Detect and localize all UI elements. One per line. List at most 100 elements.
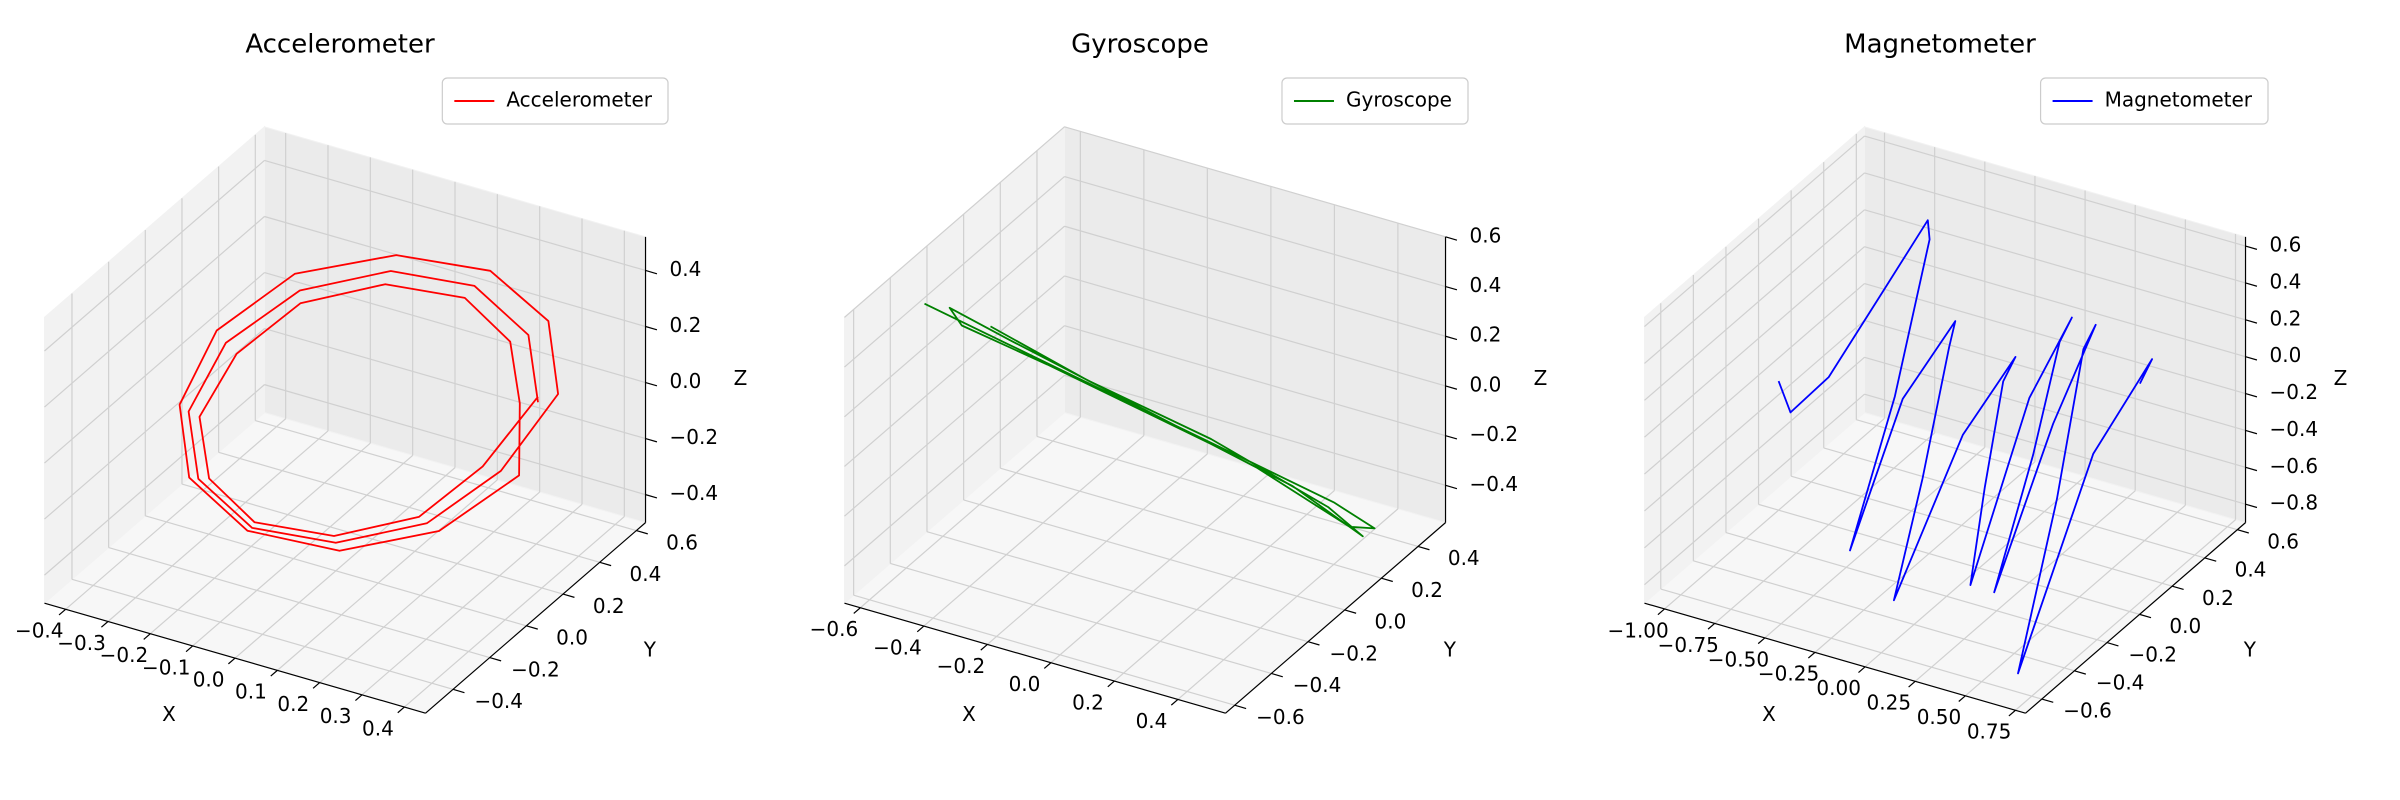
z-tick-label: 0.0 bbox=[2270, 343, 2302, 367]
tick-mark bbox=[645, 494, 658, 499]
grid-line bbox=[71, 578, 454, 690]
tick-mark bbox=[312, 682, 321, 689]
z-tick-label: −0.8 bbox=[2270, 491, 2319, 515]
grid-line bbox=[264, 215, 646, 328]
tick-mark bbox=[645, 325, 658, 331]
grid-line bbox=[1050, 471, 1272, 664]
grid-line bbox=[1036, 435, 1419, 548]
y-axis-line bbox=[425, 522, 646, 714]
tick-mark bbox=[562, 593, 575, 598]
chart-title: Accelerometer bbox=[245, 30, 435, 60]
tick-mark bbox=[100, 621, 109, 628]
tick-mark bbox=[2245, 429, 2258, 435]
tick-mark bbox=[143, 633, 151, 640]
grid-line bbox=[44, 384, 265, 576]
y-tick-label: −0.4 bbox=[474, 689, 523, 713]
z-tick-label: −0.4 bbox=[1470, 472, 1519, 496]
subplot: −0.4−0.3−0.2−0.10.00.10.20.30.4−0.4−0.20… bbox=[15, 30, 747, 741]
x-tick-label: 0.3 bbox=[320, 704, 352, 728]
tick-mark bbox=[636, 529, 648, 535]
z-tick-label: −0.6 bbox=[2270, 454, 2319, 478]
tick-mark bbox=[2245, 466, 2258, 472]
tick-mark bbox=[1344, 609, 1357, 614]
grid-line bbox=[1064, 126, 1446, 238]
grid-line bbox=[859, 416, 1081, 609]
y-axis-line bbox=[1225, 522, 1446, 714]
grid-line bbox=[844, 325, 1065, 517]
tick-mark bbox=[1445, 285, 1458, 291]
grid-line bbox=[1693, 560, 2075, 672]
tick-mark bbox=[1958, 695, 1966, 702]
grid-line bbox=[255, 419, 637, 532]
x-tick-label: 0.1 bbox=[235, 680, 267, 704]
grid-line bbox=[1864, 246, 2246, 358]
tick-mark bbox=[2245, 245, 2258, 250]
tick-mark bbox=[980, 643, 988, 651]
y-tick-label: 0.2 bbox=[2202, 586, 2234, 610]
tick-mark bbox=[1234, 704, 1247, 710]
grid-line bbox=[844, 176, 1065, 368]
z-tick-label: 0.4 bbox=[670, 257, 702, 281]
x-tick-label: 0.0 bbox=[193, 668, 225, 692]
y-axis-label: Y bbox=[2243, 637, 2257, 661]
chart-title: Magnetometer bbox=[1844, 30, 2036, 60]
y-tick-label: −0.2 bbox=[511, 657, 560, 681]
z-axis-label: Z bbox=[2334, 366, 2348, 390]
grid-line bbox=[1660, 588, 2042, 700]
grid-line bbox=[853, 594, 1235, 706]
grid-line bbox=[844, 225, 1065, 418]
y-tick-label: 0.4 bbox=[2235, 558, 2267, 582]
x-tick-label: 0.00 bbox=[1816, 676, 1861, 700]
y-tick-label: −0.2 bbox=[2128, 642, 2177, 666]
grid-line bbox=[361, 503, 583, 696]
tick-mark bbox=[2245, 503, 2258, 509]
tick-mark bbox=[1107, 680, 1115, 688]
grid-line bbox=[1644, 246, 1865, 438]
y-tick-label: 0.4 bbox=[630, 562, 662, 586]
tick-mark bbox=[645, 269, 658, 275]
grid-line bbox=[1644, 393, 1865, 586]
data-line bbox=[924, 302, 1376, 538]
grid-line bbox=[1864, 282, 2246, 395]
y-tick-label: −0.4 bbox=[2096, 671, 2145, 695]
grid-line bbox=[44, 216, 265, 408]
grid-line bbox=[1856, 419, 2238, 531]
tick-mark bbox=[1417, 545, 1430, 551]
tick-mark bbox=[1271, 672, 1283, 678]
grid-line bbox=[1864, 393, 2246, 505]
grid-line bbox=[844, 374, 1065, 567]
y-tick-label: −0.6 bbox=[1256, 705, 1305, 729]
tick-mark bbox=[2041, 698, 2054, 703]
tick-mark bbox=[228, 657, 236, 665]
grid-line bbox=[44, 272, 265, 464]
chart-title: Gyroscope bbox=[1071, 30, 1209, 60]
x-tick-label: 0.4 bbox=[362, 716, 394, 740]
z-tick-label: −0.2 bbox=[670, 425, 719, 449]
x-tick-label: 0.25 bbox=[1867, 691, 1912, 715]
tick-mark bbox=[2172, 585, 2184, 591]
x-axis-label: X bbox=[962, 702, 976, 726]
x-tick-label: −0.6 bbox=[810, 617, 859, 641]
y-tick-label: 0.2 bbox=[1411, 578, 1443, 602]
grid-line bbox=[926, 531, 1309, 643]
x-tick-label: 0.50 bbox=[1917, 705, 1962, 729]
x-axis-line bbox=[844, 602, 1226, 714]
tick-mark bbox=[355, 694, 363, 701]
y-tick-label: −0.2 bbox=[1329, 641, 1378, 665]
tick-mark bbox=[1445, 435, 1458, 440]
grid-line bbox=[1064, 225, 1446, 337]
grid-line bbox=[923, 435, 1145, 627]
tick-mark bbox=[270, 669, 278, 677]
grid-line bbox=[1644, 209, 1865, 401]
tick-mark bbox=[645, 437, 658, 443]
grid-line bbox=[1064, 275, 1446, 387]
tick-mark bbox=[1445, 236, 1458, 241]
tick-mark bbox=[853, 607, 861, 614]
grid-line bbox=[1864, 172, 2246, 284]
z-tick-label: −0.4 bbox=[2270, 417, 2319, 441]
z-tick-label: 0.4 bbox=[2270, 269, 2302, 293]
grid-line bbox=[1864, 319, 2246, 432]
grid-line bbox=[963, 499, 1345, 611]
tick-mark bbox=[1445, 335, 1458, 341]
z-tick-label: 0.2 bbox=[2270, 306, 2302, 330]
